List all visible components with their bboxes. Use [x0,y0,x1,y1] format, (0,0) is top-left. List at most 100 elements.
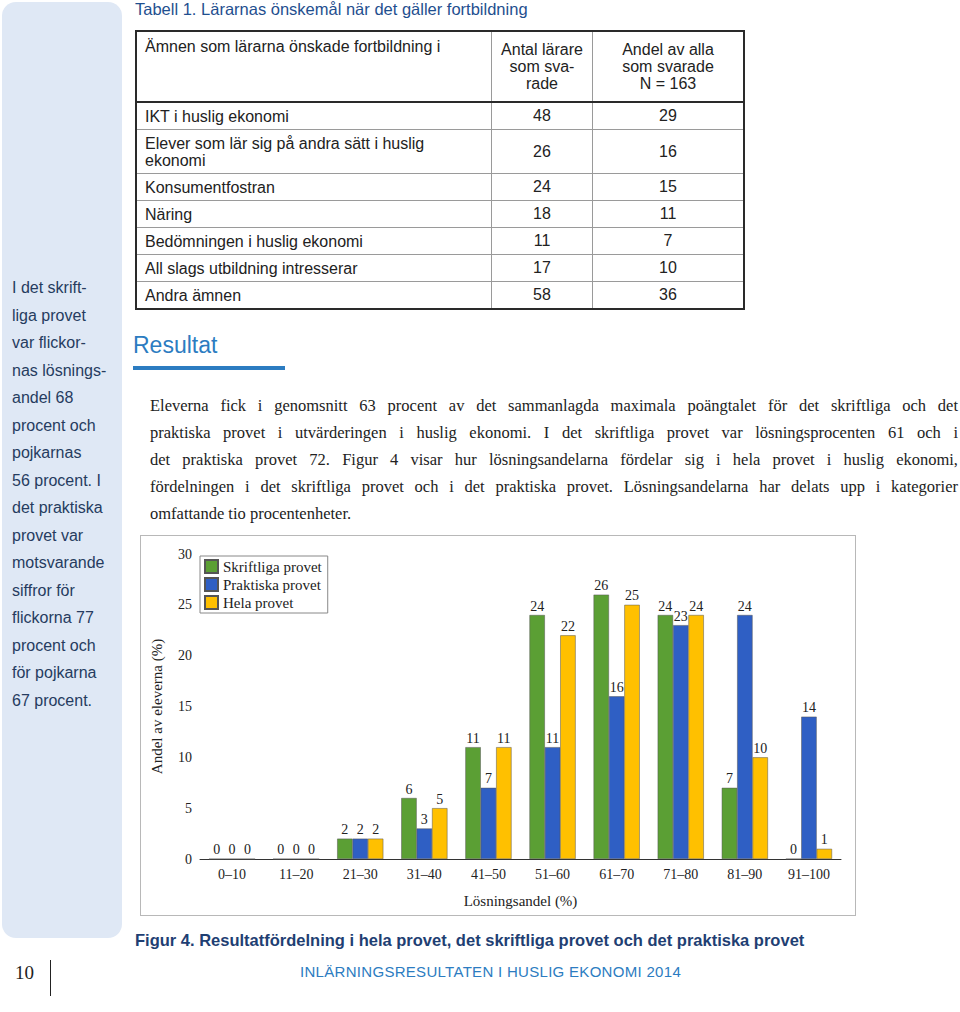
html-text:provet var: provet var [12,526,84,544]
html-text:Eleverna fick i genomsnitt 63: Eleverna fick i genomsnitt 63 procent av… [150,396,958,415]
svg-text:24: 24 [658,599,672,614]
svg-text:Hela provet: Hela provet [223,595,294,611]
svg-text:7: 7 [485,771,492,786]
html-text:Andra ämnen: Andra ämnen [145,286,242,304]
html-text:som svarade: som svarade [622,58,714,75]
html-text:Elever som lär sig på andra sä: Elever som lär sig på andra sätt i husli… [145,134,425,152]
svg-text:6: 6 [405,782,412,797]
svg-text:0: 0 [185,852,192,867]
html-text:N = 163: N = 163 [639,75,697,92]
html-text:24: 24 [533,178,551,195]
html-text:67 procent.: 67 procent. [12,691,93,709]
html-text:11: 11 [659,205,677,222]
html-text:All slags utbildning intresser: All slags utbildning intresserar [145,259,358,277]
html-text:26: 26 [533,142,551,160]
svg-text:11: 11 [466,731,479,746]
html-text:Figur 4. Resultatfördelning i: Figur 4. Resultatfördelning i hela prove… [135,931,805,949]
html-text:Andel av alla: Andel av alla [622,41,714,58]
html-text:56 procent. I: 56 procent. I [12,471,101,489]
html-text:10: 10 [15,962,34,983]
html-text:var flickor-: var flickor- [12,334,86,351]
svg-text:Andel av eleverna (%): Andel av eleverna (%) [149,639,166,774]
html-text:omfattande tio procentenheter.: omfattande tio procentenheter. [150,504,352,523]
svg-text:30: 30 [178,547,192,562]
svg-text:10: 10 [753,741,767,756]
svg-text:24: 24 [738,599,752,614]
svg-text:81–90: 81–90 [727,867,762,882]
html-text:Tabell 1. Lärarnas önskemål nä: Tabell 1. Lärarnas önskemål när det gäll… [135,0,528,18]
svg-text:Lösningsandel (%): Lösningsandel (%) [464,893,578,910]
html-text:procent och: procent och [12,416,96,434]
svg-text:0: 0 [244,842,251,857]
svg-text:26: 26 [594,578,608,593]
svg-text:31–40: 31–40 [407,867,442,882]
svg-text:3: 3 [421,812,428,827]
html-text:fördelningen i det skriftliga: fördelningen i det skriftliga provet och… [150,477,958,496]
html-text:pojkarnas: pojkarnas [12,444,82,461]
html-text:15: 15 [659,178,677,195]
svg-text:0: 0 [308,842,315,857]
svg-text:14: 14 [802,700,816,715]
html-text:18: 18 [533,205,551,222]
html-text:det praktiska: det praktiska [12,499,103,516]
svg-text:23: 23 [674,609,688,624]
svg-text:2: 2 [341,822,348,837]
svg-text:2: 2 [357,822,364,837]
svg-text:41–50: 41–50 [471,867,506,882]
svg-text:16: 16 [610,680,624,695]
svg-text:22: 22 [561,619,575,634]
svg-text:0–10: 0–10 [218,867,246,882]
html-text:48: 48 [533,107,551,124]
html-text:Bedömningen i huslig ekonomi: Bedömningen i huslig ekonomi [145,232,363,250]
html-text:I det skrift-: I det skrift- [12,279,87,296]
svg-text:0: 0 [790,842,797,857]
html-text:det praktiska provet 72. Figur: det praktiska provet 72. Figur 4 visar h… [150,450,958,469]
svg-text:24: 24 [530,599,544,614]
svg-text:Praktiska provet: Praktiska provet [223,577,322,593]
html-text:siffror för: siffror för [12,581,75,599]
svg-text:1: 1 [821,832,828,847]
html-text:som sva-: som sva- [509,58,575,75]
html-text:Näring: Näring [145,205,193,223]
svg-text:11: 11 [497,731,510,746]
svg-text:91–100: 91–100 [788,867,830,882]
svg-text:11: 11 [546,731,559,746]
svg-text:11–20: 11–20 [279,867,313,882]
svg-text:61–70: 61–70 [599,867,634,882]
html-text:flickorna 77: flickorna 77 [12,609,94,626]
svg-text:0: 0 [229,842,236,857]
html-text:ekonomi: ekonomi [145,151,206,169]
html-text:praktiska provet i utvärdering: praktiska provet i utvärderingen i husli… [150,423,958,442]
svg-text:7: 7 [726,771,733,786]
html-text:IKT i huslig ekonomi: IKT i huslig ekonomi [145,107,289,125]
html-text:rade: rade [526,75,558,92]
svg-text:51–60: 51–60 [535,867,570,882]
html-text:motsvarande: motsvarande [12,554,105,571]
svg-text:24: 24 [689,599,703,614]
svg-text:71–80: 71–80 [663,867,698,882]
html-text:16: 16 [659,142,677,160]
html-text:nas lösnings-: nas lösnings- [12,361,107,379]
html-text:Konsumentfostran: Konsumentfostran [145,178,275,196]
html-text:andel 68: andel 68 [12,389,74,406]
svg-text:10: 10 [178,750,192,765]
html-text:Antal lärare: Antal lärare [501,41,583,58]
html-text:Resultat: Resultat [133,332,218,358]
svg-text:21–30: 21–30 [343,867,378,882]
svg-text:5: 5 [185,801,192,816]
svg-text:15: 15 [178,699,192,714]
svg-text:25: 25 [178,597,192,612]
svg-text:5: 5 [436,792,443,807]
svg-text:Skriftliga provet: Skriftliga provet [223,559,323,575]
svg-text:20: 20 [178,648,192,663]
svg-text:25: 25 [625,588,639,603]
html-text:procent och: procent och [12,636,96,654]
svg-text:0: 0 [213,842,220,857]
html-text:Ämnen som lärarna önskade fort: Ämnen som lärarna önskade fortbildning i [145,38,441,55]
svg-text:0: 0 [293,842,300,857]
html-text:liga provet: liga provet [12,306,86,324]
svg-text:2: 2 [372,822,379,837]
html-text:för pojkarna: för pojkarna [12,664,97,681]
svg-text:0: 0 [277,842,284,857]
html-text:29: 29 [659,107,677,124]
